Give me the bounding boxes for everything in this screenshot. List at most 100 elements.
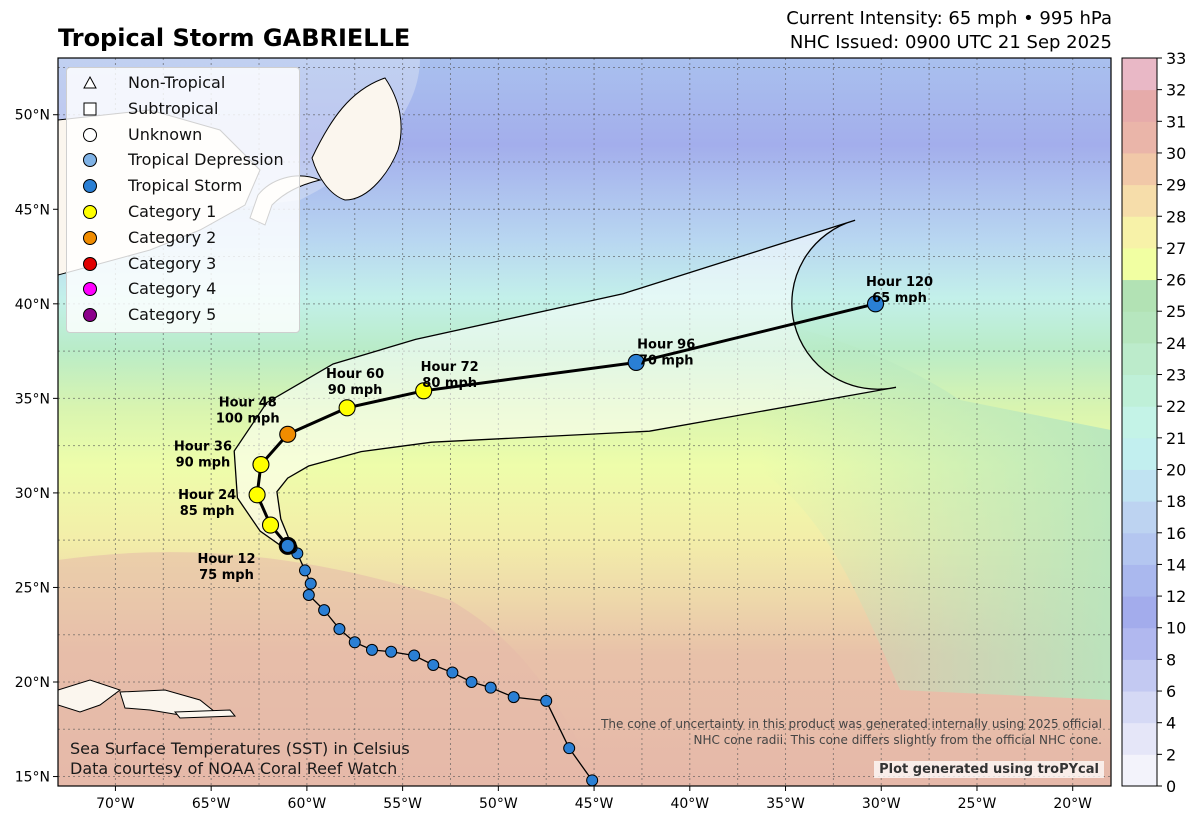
forecast-label: Hour 24 85 mph [178,488,236,519]
colorbar-tick-label: 31 [1166,112,1186,131]
lon-tick-label: 25°W [958,796,997,812]
past-track-point [408,649,421,662]
past-track-point [465,676,478,688]
colorbar-segment [1122,247,1157,281]
colorbar-tick-label: 4 [1166,714,1176,733]
legend-item-label: Non-Tropical [128,73,226,92]
cone-of-uncertainty [233,219,897,550]
past-track-point [348,636,361,649]
colorbar-segment [1122,501,1157,534]
colorbar-tick-label: 26 [1166,271,1186,290]
legend-item-label: Category 1 [128,202,217,221]
legend-item-label: Category 4 [128,279,217,299]
lat-tick-label: 45°N [15,202,50,218]
colorbar-segment [1122,754,1157,787]
past-track-point [446,666,459,679]
colorbar-segment [1122,406,1157,439]
cone-note-line2: NHC cone radii. This cone differs slight… [693,733,1102,747]
circle-marker-icon [83,179,97,194]
circle-marker-icon [83,153,97,168]
colorbar-tick-label: 16 [1166,524,1186,543]
forecast-point [248,486,266,504]
colorbar-segment [1122,659,1157,692]
cone-outline [233,219,897,550]
lon-tick-label: 65°W [192,796,231,812]
lat-tick-label: 20°N [15,675,50,691]
legend-item-label: Category 3 [128,253,217,273]
sst-caption: Sea Surface Temperatures (SST) in Celsiu… [70,739,410,779]
past-track-point [298,564,311,577]
colorbar-tick-label: 20 [1166,460,1186,479]
lon-tick-label: 35°W [766,796,805,812]
circle-marker-icon [83,230,97,245]
forecast-point [338,399,356,417]
issued-time: NHC Issued: 0900 UTC 21 Sep 2025 [789,32,1112,53]
legend-item: Category 5 [67,304,297,326]
colorbar-segment [1122,121,1157,154]
sst-colorbar: 0246810121416182021222324252627282930313… [1121,49,1186,796]
colorbar-tick-label: 29 [1166,176,1186,195]
colorbar-tick-label: 2 [1166,745,1176,764]
colorbar-tick-label: 14 [1166,555,1186,574]
colorbar-tick-label: 0 [1166,777,1176,796]
past-track-point [385,645,398,658]
page-title: Tropical Storm GABRIELLE [58,24,411,52]
lat-tick-label: 30°N [15,486,50,502]
legend-item-label: Unknown [128,124,203,144]
colorbar-segment [1122,374,1157,407]
lon-tick-label: 50°W [479,796,518,812]
legend-item: Subtropical [67,98,297,120]
colorbar-tick-label: 8 [1166,650,1176,669]
past-track-point [540,694,553,707]
legend-item: Non-Tropical [67,72,297,94]
past-track-point [586,774,599,786]
square-marker-icon [83,102,97,116]
colorbar-tick-label: 27 [1166,239,1186,258]
past-track-point [563,742,576,755]
colorbar-segment [1122,691,1157,724]
map-frame [57,57,1112,787]
legend-item: Category 3 [67,253,297,275]
legend-item-label: Tropical Depression [128,150,284,170]
colorbar-tick-label: 23 [1166,366,1186,385]
lon-tick-label: 40°W [670,796,709,812]
colorbar-frame [1121,57,1158,787]
legend-item-label: Tropical Storm [128,176,243,196]
forecast-label: Hour 96 70 mph [637,337,695,368]
past-track-point [304,577,317,590]
colorbar-tick-label: 24 [1166,334,1186,353]
colorbar-segment [1122,89,1157,122]
forecast-point [627,353,645,371]
lat-tick-label: 25°N [15,580,50,596]
colorbar-segment [1122,279,1157,312]
colorbar-segment [1122,184,1157,217]
cone-note: The cone of uncertainty in this product … [601,716,1102,748]
colorbar-tick-label: 32 [1166,81,1186,100]
lat-tick-label: 15°N [15,770,50,786]
colorbar-segment [1122,564,1157,597]
past-track-point [302,589,315,602]
legend-item: Tropical Storm [67,175,297,197]
credit-badge: Plot generated using troPYcal [874,761,1104,778]
colorbar-segment [1122,58,1157,91]
past-track-point [484,681,497,694]
colorbar-tick-label: 30 [1166,144,1186,163]
forecast-point [866,295,885,313]
past-track-point [427,658,440,671]
past-track-point [333,623,346,636]
colorbar-segment [1122,216,1157,249]
legend: Non-Tropical Subtropical Unknown Tropical D… [66,67,300,333]
lon-tick-label: 70°W [96,796,135,812]
lat-tick-label: 50°N [15,108,50,124]
past-track-point [365,643,378,656]
lon-tick-label: 45°W [575,796,614,812]
colorbar-segment [1122,627,1157,660]
past-track-point [318,604,331,617]
past-track-point [507,691,520,704]
colorbar-tick-label: 18 [1166,492,1186,511]
colorbar-tick-label: 10 [1166,619,1186,638]
forecast-point [252,455,270,474]
latitude-axis: 15°N 20°N 25°N 30°N 35°N 40°N 45°N 50°N [15,108,58,786]
cone-note-line1: The cone of uncertainty in this product … [601,717,1102,731]
legend-item: Tropical Depression [67,149,297,171]
